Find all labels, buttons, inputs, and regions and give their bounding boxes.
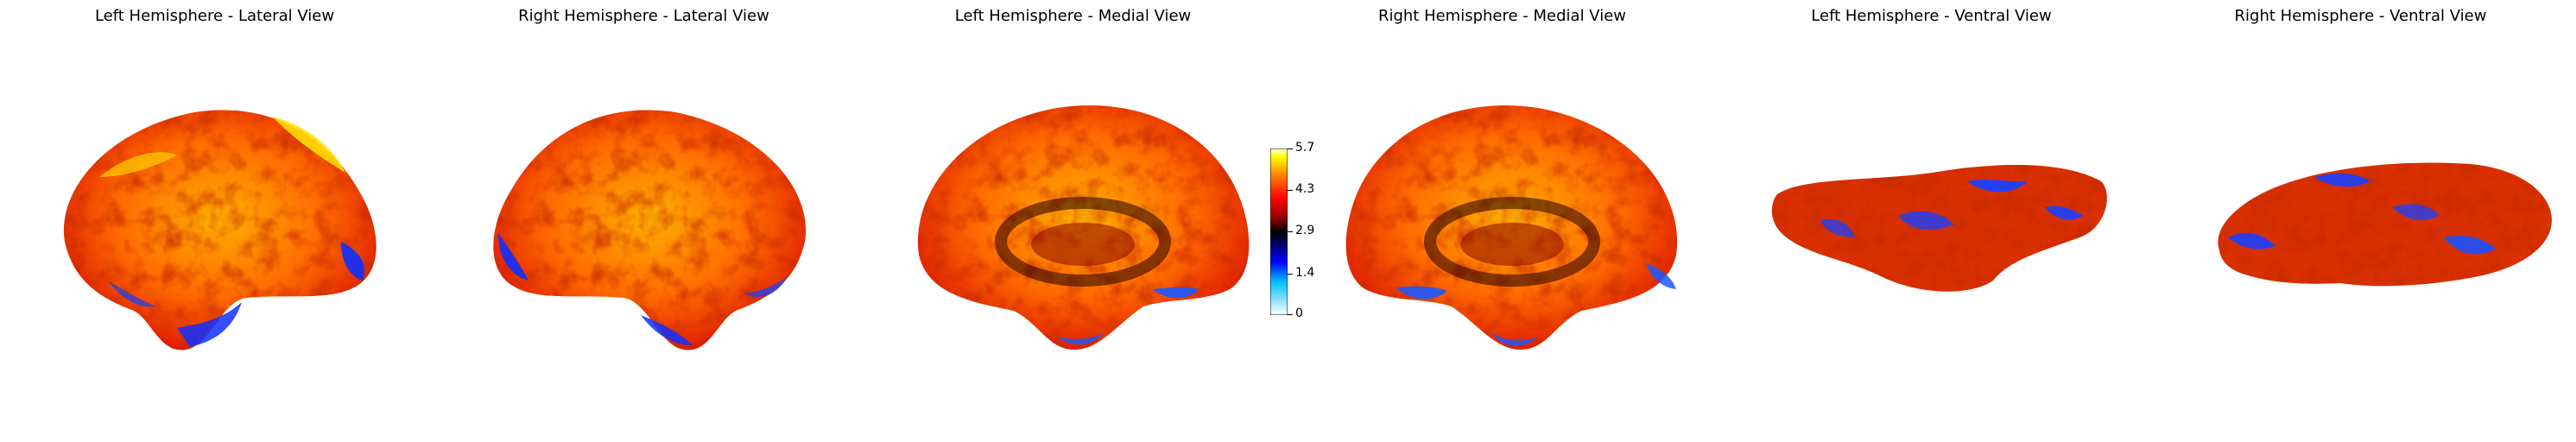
panel-title: Right Hemisphere - Ventral View — [2234, 7, 2487, 25]
colorbar-tick-label: 5.7 — [1295, 141, 1315, 155]
panel-title: Left Hemisphere - Lateral View — [94, 7, 335, 25]
colorbar-tick — [1288, 190, 1293, 191]
colorbar-tick — [1288, 314, 1293, 315]
panel-title: Left Hemisphere - Ventral View — [1811, 7, 2052, 25]
colorbar — [1270, 148, 1288, 315]
panel-left-lateral: Left Hemisphere - Lateral View — [0, 0, 429, 442]
brain-surface-left-lateral — [63, 110, 377, 350]
brain-surface-right-lateral — [493, 110, 807, 350]
colorbar-tick-label: 2.9 — [1295, 224, 1315, 237]
brain-surface-left-ventral — [1771, 164, 2107, 292]
panel-left-medial: Left Hemisphere - Medial View — [858, 0, 1288, 442]
panel-left-ventral: Left Hemisphere - Ventral View — [1717, 0, 2146, 442]
colorbar-tick — [1288, 274, 1293, 275]
brain-surface-right-ventral — [2218, 162, 2552, 287]
panel-title: Right Hemisphere - Lateral View — [518, 7, 769, 25]
colorbar-tick — [1288, 231, 1293, 232]
panel-right-ventral: Right Hemisphere - Ventral View — [2146, 0, 2575, 442]
panel-title: Left Hemisphere - Medial View — [954, 7, 1192, 25]
brain-surface-left-medial — [917, 105, 1250, 350]
colorbar-tick-label: 4.3 — [1295, 182, 1315, 196]
colorbar-tick — [1288, 148, 1293, 149]
panel-right-medial: Right Hemisphere - Medial View — [1288, 0, 1717, 442]
colorbar-tick-label: 0 — [1295, 306, 1303, 320]
panel-title: Right Hemisphere - Medial View — [1377, 7, 1627, 25]
colorbar-tick-label: 1.4 — [1295, 266, 1315, 280]
panel-right-lateral: Right Hemisphere - Lateral View — [429, 0, 858, 442]
brain-surface-right-medial — [1345, 105, 1678, 350]
